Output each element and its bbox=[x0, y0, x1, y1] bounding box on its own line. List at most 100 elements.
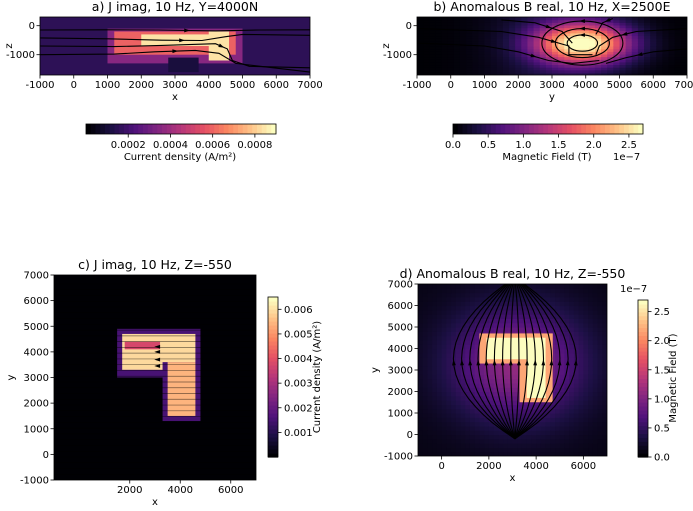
field-cell bbox=[503, 391, 509, 397]
field-cell bbox=[418, 357, 424, 362]
field-cell bbox=[552, 22, 559, 26]
field-cell bbox=[650, 17, 657, 21]
field-cell bbox=[509, 56, 516, 60]
field-cell bbox=[447, 32, 455, 37]
field-cell bbox=[474, 421, 481, 427]
field-cell bbox=[451, 391, 457, 397]
colorbar-segment bbox=[638, 398, 648, 403]
colorbar-segment bbox=[266, 124, 272, 134]
field-cell bbox=[453, 72, 461, 75]
field-cell bbox=[479, 425, 485, 431]
field-cell bbox=[573, 374, 580, 380]
field-cell bbox=[550, 288, 556, 294]
field-cell bbox=[550, 374, 556, 380]
field-cell bbox=[527, 27, 535, 31]
colorbar-frame bbox=[85, 123, 277, 135]
field-cell bbox=[588, 387, 594, 393]
field-cell bbox=[512, 365, 518, 371]
field-cell bbox=[453, 64, 461, 68]
field-cell bbox=[451, 382, 457, 388]
field-cell bbox=[680, 67, 687, 71]
field-cell bbox=[583, 374, 589, 380]
field-cell bbox=[564, 48, 572, 52]
field-cell bbox=[668, 30, 676, 34]
field-cell bbox=[507, 438, 514, 444]
field-cell bbox=[515, 38, 522, 42]
field-cell bbox=[507, 400, 514, 405]
field-cell bbox=[474, 335, 481, 341]
field-cell bbox=[545, 434, 551, 440]
colorbar-segment bbox=[268, 429, 278, 434]
field-cell bbox=[484, 421, 490, 427]
colorbar-segment bbox=[268, 401, 278, 406]
field-cell bbox=[435, 61, 443, 66]
field-cell bbox=[674, 35, 682, 39]
field-cell bbox=[502, 64, 510, 68]
field-cell bbox=[531, 451, 537, 456]
field-cell bbox=[422, 339, 429, 345]
field-cell bbox=[569, 296, 575, 302]
field-cell bbox=[446, 352, 452, 358]
field-cell bbox=[447, 19, 455, 23]
field-cell bbox=[479, 374, 485, 380]
field-cell bbox=[583, 357, 589, 362]
field-cell bbox=[583, 395, 589, 401]
field-cell bbox=[550, 322, 556, 328]
x-axis-label: y bbox=[549, 92, 555, 103]
field-cell bbox=[502, 22, 510, 26]
field-cell bbox=[602, 451, 607, 456]
field-cell bbox=[509, 27, 516, 31]
field-cell bbox=[418, 404, 424, 410]
field-cell bbox=[631, 48, 639, 52]
field-cell bbox=[613, 40, 621, 44]
field-cell bbox=[680, 17, 687, 21]
field-cell bbox=[594, 64, 602, 68]
plot-area bbox=[417, 17, 687, 75]
field-cell bbox=[460, 314, 466, 319]
field-cell bbox=[469, 322, 476, 328]
field-cell bbox=[466, 67, 473, 71]
field-cell bbox=[583, 421, 589, 427]
field-cell bbox=[427, 365, 433, 371]
field-cell bbox=[451, 395, 457, 401]
field-cell bbox=[555, 296, 561, 302]
field-cell bbox=[418, 370, 424, 375]
field-cell bbox=[619, 64, 627, 68]
field-cell bbox=[550, 451, 556, 456]
field-cell bbox=[569, 344, 575, 350]
field-cell bbox=[625, 19, 633, 23]
field-cell bbox=[418, 352, 424, 358]
field-cell bbox=[451, 339, 457, 345]
field-cell bbox=[668, 43, 676, 47]
field-cell bbox=[418, 413, 424, 418]
y-axis-label: z bbox=[381, 43, 392, 48]
field-cell bbox=[536, 430, 542, 436]
field-cell bbox=[564, 421, 570, 427]
field-cell bbox=[493, 430, 499, 436]
field-cell bbox=[637, 22, 645, 26]
field-cell bbox=[583, 443, 589, 448]
field-cell bbox=[441, 17, 449, 21]
colorbar-segment bbox=[133, 124, 139, 134]
field-cell bbox=[432, 339, 438, 345]
field-cell bbox=[484, 404, 490, 410]
field-cell bbox=[545, 447, 551, 453]
colorbar-segment bbox=[514, 124, 521, 134]
field-cell bbox=[533, 17, 541, 21]
y-tick-label: -1000 bbox=[383, 50, 412, 61]
field-cell bbox=[602, 443, 607, 448]
field-cell bbox=[502, 56, 510, 60]
field-cell bbox=[564, 46, 572, 50]
field-cell bbox=[559, 352, 566, 358]
colorbar-segment bbox=[268, 405, 278, 410]
colorbar-tick-label: 1.5 bbox=[654, 365, 670, 376]
field-cell bbox=[592, 327, 599, 332]
field-cell bbox=[662, 61, 670, 66]
field-cell bbox=[559, 305, 566, 311]
field-cell bbox=[498, 408, 504, 414]
field-cell bbox=[536, 309, 542, 315]
x-tick-label: 0 bbox=[71, 80, 77, 91]
field-cell bbox=[472, 64, 479, 68]
field-cell bbox=[465, 404, 471, 410]
field-cell bbox=[515, 56, 522, 60]
